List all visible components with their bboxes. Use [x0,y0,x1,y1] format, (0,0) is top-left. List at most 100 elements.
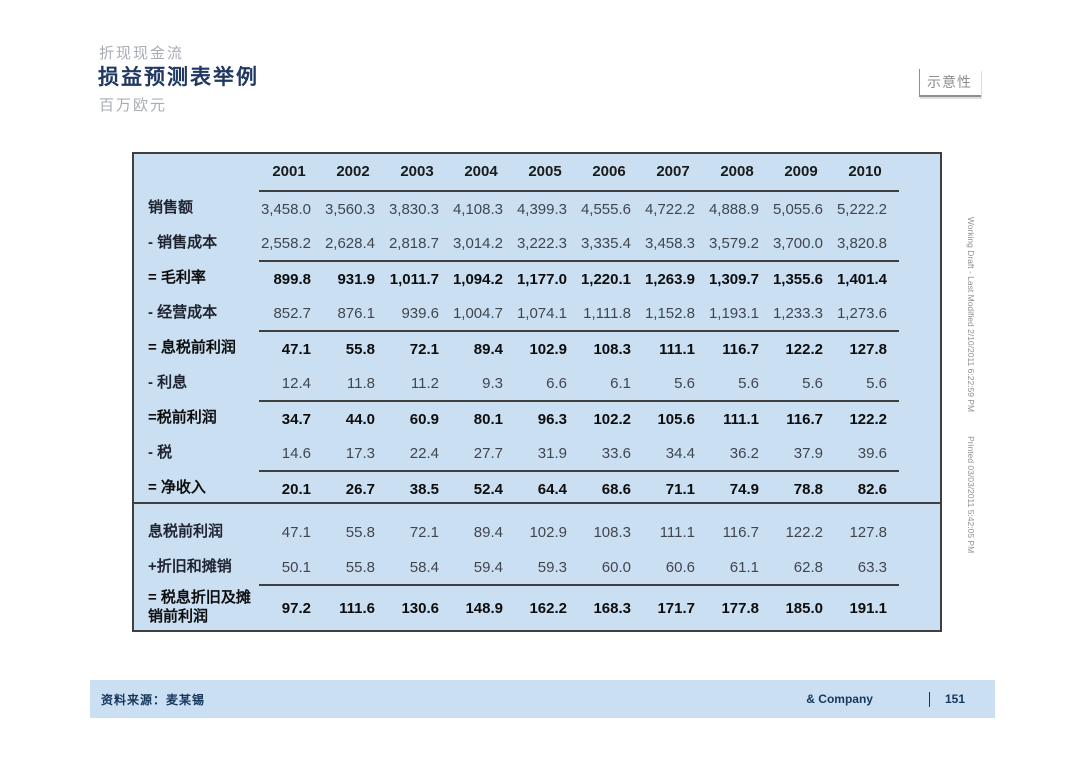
cell-value: 64.4 [515,470,579,507]
cell-value: 58.4 [409,558,439,576]
cell-value: 55.8 [345,524,375,542]
source-note: 资料来源：麦某锡 [101,692,206,707]
spacer-cell [899,401,941,436]
table-row: 息税前利润 47.1 55.8 72.1 89.4 102.9 108.3 111.1 116.… [133,503,941,550]
cell-value: 3,014.2 [452,234,503,252]
cell-value: 899.8 [259,260,323,296]
cell-value: 78.8 [771,470,835,507]
cell-value: 168.3 [579,584,643,631]
cell-value: 116.7 [707,330,771,366]
cell-value: 108.3 [579,330,643,366]
year-header: 2007 [643,153,707,192]
cell-value: 59.3 [537,558,567,576]
cell-value: 80.1 [451,400,515,436]
year-header: 2003 [387,153,451,192]
cell-value: 37.9 [793,444,823,462]
cell-value: 1,263.9 [643,260,707,296]
cell-value: 62.8 [793,558,823,576]
cell-value: 82.6 [835,470,899,507]
stamp-illustrative: 示意性 [919,69,981,97]
cell-value: 89.4 [451,330,515,366]
cell-value: 27.7 [473,444,503,462]
cell-value: 3,830.3 [388,200,439,218]
cell-value: 852.7 [273,304,311,322]
cell-value: 177.8 [707,584,771,631]
corner-cell [133,153,259,191]
cell-value: 1,233.3 [772,304,823,322]
cell-value: 3,458.3 [644,234,695,252]
page-title: 损益预测表举例 [98,66,259,89]
draft-note-text: Working Draft - Last Modified 2/10/2011 … [966,216,976,413]
cell-value: 5,222.2 [836,200,887,218]
cell-value: 1,401.4 [835,260,899,296]
row-label: - 利息 [148,374,188,392]
cell-value: 34.7 [259,400,323,436]
cell-value: 939.6 [401,304,439,322]
cell-value: 61.1 [729,558,759,576]
cell-value: 3,700.0 [772,234,823,252]
spacer-cell [899,585,941,631]
footer-divider [928,691,930,707]
cell-value: 3,560.3 [324,200,375,218]
cell-value: 5,055.6 [772,200,823,218]
cell-value: 36.2 [729,444,759,462]
cell-value: 55.8 [345,558,375,576]
cell-value: 96.3 [515,400,579,436]
spacer-cell [899,503,941,550]
cell-value: 1,273.6 [836,304,887,322]
spacer-cell [899,296,941,331]
year-header: 2004 [451,153,515,192]
cell-value: 162.2 [515,584,579,631]
cell-value: 74.9 [707,470,771,507]
table-row: = 毛利率 899.8 931.9 1,011.7 1,094.2 1,177.0 1,22… [133,260,941,296]
cell-value: 122.2 [771,330,835,366]
cell-value: 5.6 [802,374,823,392]
cell-value: 3,458.0 [260,200,311,218]
cell-value: 68.6 [579,470,643,507]
cell-value: 26.7 [323,470,387,507]
cell-value: 105.6 [643,400,707,436]
cell-value: 111.1 [659,524,695,542]
row-label: - 经营成本 [148,304,218,322]
cell-value: 72.1 [387,330,451,366]
cell-value: 122.2 [835,400,899,436]
year-header-row: 2001 2002 2003 2004 2005 2006 2007 2008 2009 2010 [133,153,941,192]
kicker: 折现现金流 [99,45,185,62]
cell-value: 55.8 [323,330,387,366]
cell-value: 6.6 [546,374,567,392]
year-header: 2005 [515,153,579,192]
table-row: - 税 14.6 17.3 22.4 27.7 31.9 33.6 34.4 36.2 37.9 3… [133,436,941,471]
cell-value: 17.3 [345,444,375,462]
row-label: +折旧和摊销 [148,558,232,576]
income-statement-table: 2001 2002 2003 2004 2005 2006 2007 2008 2009 2010… [132,152,942,508]
cell-value: 3,222.3 [516,234,567,252]
cell-value: 876.1 [337,304,375,322]
row-label: =税前利润 [148,409,217,427]
printed-note-text: Printed 03/03/2011 5:42:05 PM [966,436,976,554]
cell-value: 1,011.7 [387,260,451,296]
row-label: - 税 [148,444,173,462]
cell-value: 14.6 [281,444,311,462]
year-header: 2002 [323,153,387,192]
footer-bar: 资料来源：麦某锡 & Company 151 [90,680,995,718]
spacer-cell [899,550,941,585]
year-header: 2001 [259,153,323,192]
cell-value: 1,355.6 [771,260,835,296]
cell-value: 111.1 [643,330,707,366]
cell-value: 4,555.6 [580,200,631,218]
cell-value: 11.8 [346,374,375,392]
page-number: 151 [944,692,965,706]
cell-value: 4,722.2 [644,200,695,218]
cell-value: 1,220.1 [579,260,643,296]
cell-value: 33.6 [601,444,631,462]
cell-value: 22.4 [409,444,439,462]
year-header: 2008 [707,153,771,192]
row-label: 销售额 [148,199,194,217]
cell-value: 191.1 [835,584,899,631]
table-row: - 销售成本 2,558.2 2,628.4 2,818.7 3,014.2 3,222.… [133,226,941,261]
cell-value: 38.5 [387,470,451,507]
cell-value: 1,309.7 [707,260,771,296]
cell-value: 931.9 [323,260,387,296]
table-row: - 经营成本 852.7 876.1 939.6 1,004.7 1,074.1 1,111… [133,296,941,331]
spacer-cell [899,153,941,191]
